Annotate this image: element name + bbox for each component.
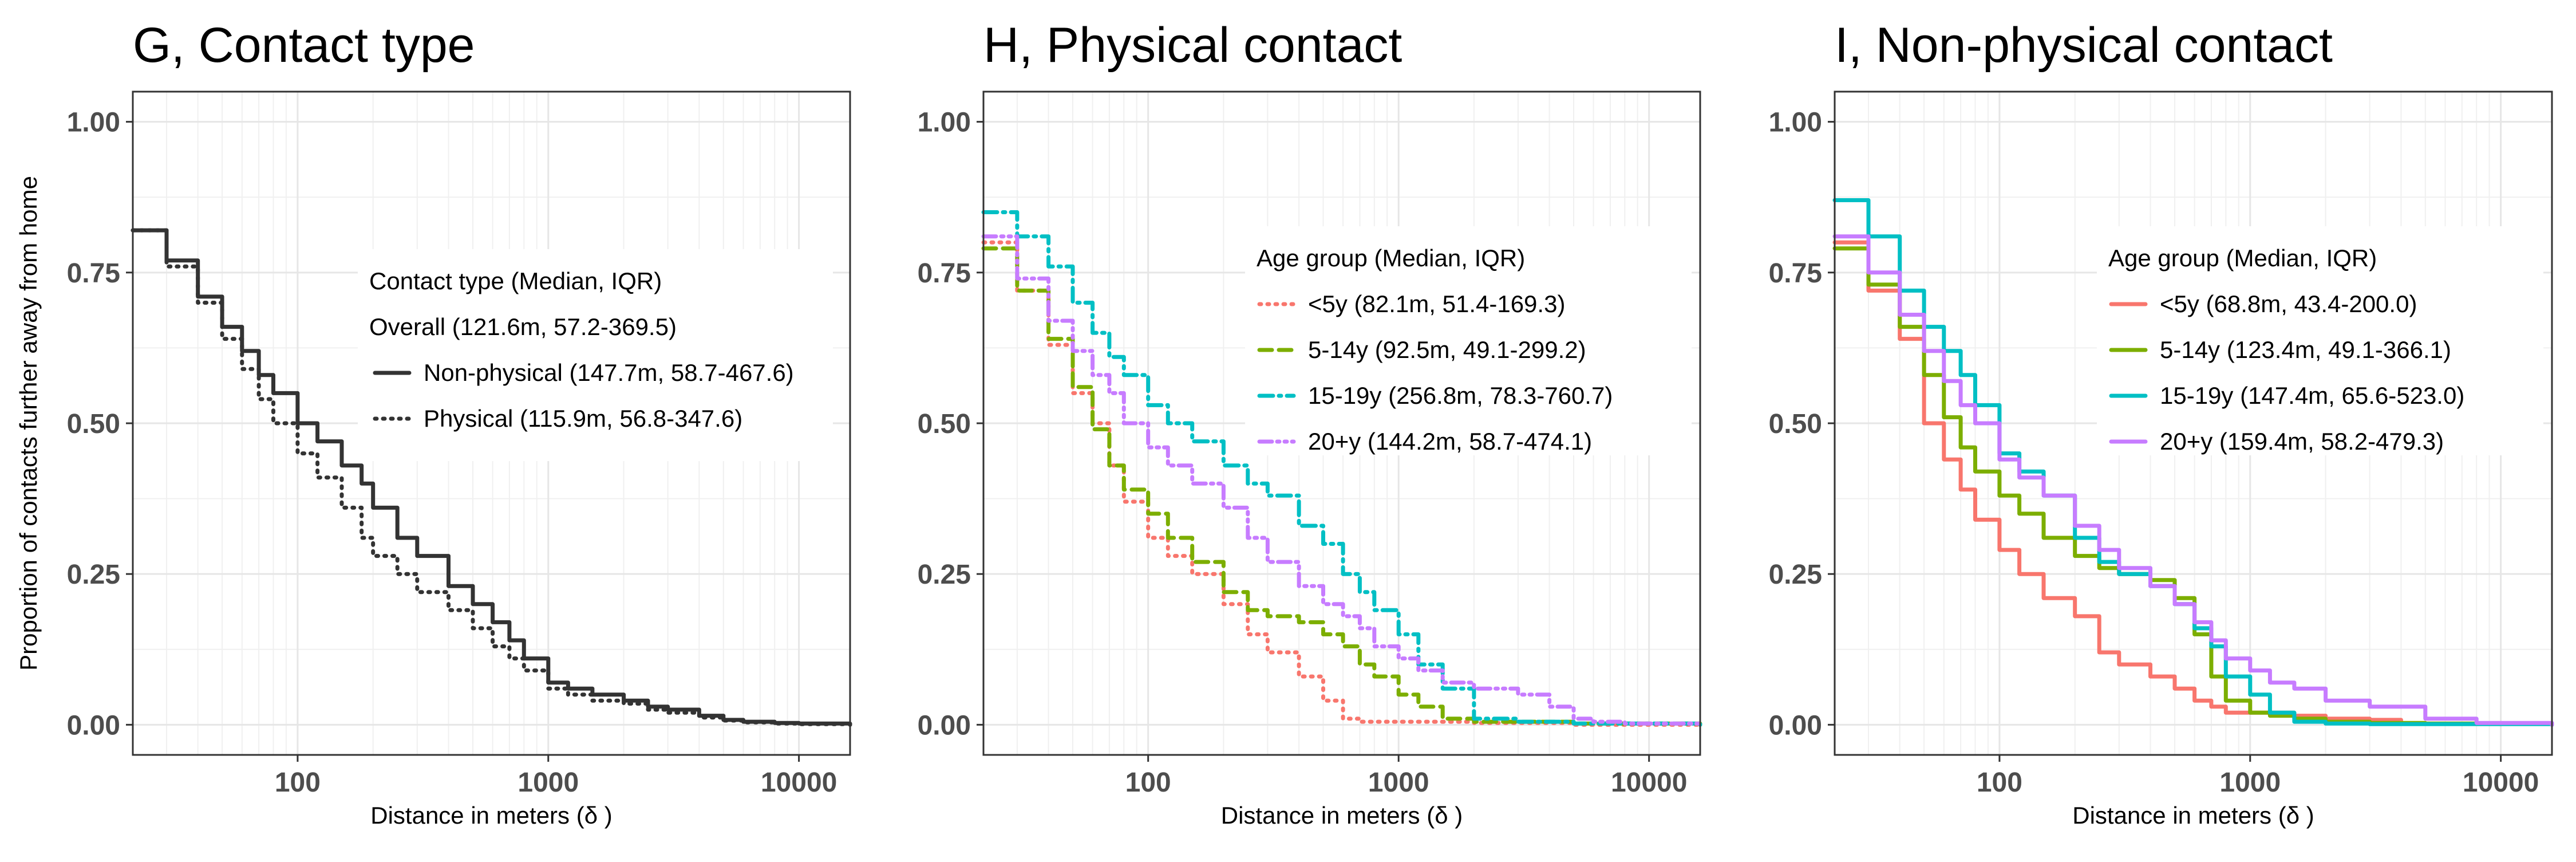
x-axis-title: Distance in meters (δ ) — [1221, 802, 1463, 829]
y-tick-label: 0.25 — [1769, 560, 1822, 590]
y-tick-label: 0.00 — [67, 710, 120, 741]
legend-entry-3: 15-19y (147.4m, 65.6-523.0) — [2160, 382, 2464, 409]
y-tick-label: 0.50 — [67, 409, 120, 439]
y-tick-label: 0.00 — [918, 710, 971, 741]
legend-entry-4: 20+y (159.4m, 58.2-479.3) — [2160, 428, 2444, 455]
legend: Age group (Median, IQR) <5y (68.8m, 43.4-… — [2097, 226, 2543, 455]
panel-1: 0.00 0.25 0.50 0.75 1.00 100 1000 10000 G, Conta… — [15, 18, 852, 829]
legend-background — [2097, 226, 2543, 455]
x-tick-label: 100 — [275, 767, 321, 798]
y-tick-label: 0.50 — [1769, 409, 1822, 439]
series-line-3 — [981, 210, 1702, 727]
legend: Age group (Median, IQR) <5y (82.1m, 51.4-… — [1245, 226, 1692, 455]
y-tick-label: 0.00 — [1769, 710, 1822, 741]
x-axis-title: Distance in meters (δ ) — [2072, 802, 2314, 829]
y-tick-label: 1.00 — [67, 108, 120, 138]
panel-title: I, Non-physical contact — [1835, 18, 2333, 73]
x-tick-label: 1000 — [1368, 767, 1429, 798]
x-tick-label: 10000 — [2463, 767, 2539, 798]
panel-title: G, Contact type — [133, 18, 475, 73]
x-tick-label: 10000 — [761, 767, 837, 798]
legend-entry-1: <5y (82.1m, 51.4-169.3) — [1308, 290, 1565, 317]
series-group — [1832, 198, 2554, 727]
x-tick-label: 100 — [1977, 767, 2022, 798]
x-axis-title: Distance in meters (δ ) — [370, 802, 612, 829]
x-tick-label: 1000 — [2219, 767, 2281, 798]
y-tick-label: 0.25 — [918, 560, 971, 590]
legend-entry-2: 5-14y (123.4m, 49.1-366.1) — [2160, 336, 2451, 363]
y-tick-label: 0.50 — [918, 409, 971, 439]
x-tick-label: 100 — [1125, 767, 1171, 798]
series-group — [981, 210, 1702, 727]
series-line-4 — [981, 234, 1702, 727]
legend: Contact type (Median, IQR) Overall (121.6… — [358, 249, 833, 461]
series-line-2 — [131, 228, 852, 727]
y-tick-label: 0.25 — [67, 560, 120, 590]
legend-entry-3: 15-19y (256.8m, 78.3-760.7) — [1308, 382, 1613, 409]
y-tick-label: 0.75 — [918, 258, 971, 289]
legend-title: Age group (Median, IQR) — [1257, 245, 1525, 271]
legend-entry-1: Non-physical (147.7m, 58.7-467.6) — [424, 359, 794, 386]
legend-entry-1: <5y (68.8m, 43.4-200.0) — [2160, 290, 2417, 317]
y-tick-label: 0.75 — [1769, 258, 1822, 289]
series-line-4 — [1832, 234, 2554, 727]
legend-title: Contact type (Median, IQR) — [369, 267, 662, 294]
y-tick-label: 0.75 — [67, 258, 120, 289]
legend-background — [1245, 226, 1692, 455]
legend-entry-2: Physical (115.9m, 56.8-347.6) — [424, 405, 742, 432]
series-line-1 — [981, 240, 1702, 727]
y-tick-label: 1.00 — [1769, 108, 1822, 138]
legend-background — [358, 249, 833, 461]
legend-entry-2: 5-14y (92.5m, 49.1-299.2) — [1308, 336, 1586, 363]
series-group — [131, 228, 852, 727]
legend-title: Age group (Median, IQR) — [2108, 245, 2377, 271]
panel-title: H, Physical contact — [983, 18, 1402, 73]
panel-2: 0.00 0.25 0.50 0.75 1.00 100 1000 10000 H, Physi… — [918, 18, 1702, 829]
y-tick-label: 1.00 — [918, 108, 971, 138]
x-tick-label: 10000 — [1611, 767, 1687, 798]
series-line-2 — [981, 246, 1702, 727]
legend-subtitle: Overall (121.6m, 57.2-369.5) — [369, 313, 677, 340]
panel-3: 0.00 0.25 0.50 0.75 1.00 100 1000 10000 I, Non-p… — [1769, 18, 2554, 829]
legend-entry-4: 20+y (144.2m, 58.7-474.1) — [1308, 428, 1592, 455]
y-axis-title: Proportion of contacts further away from… — [15, 176, 42, 671]
x-tick-label: 1000 — [517, 767, 579, 798]
